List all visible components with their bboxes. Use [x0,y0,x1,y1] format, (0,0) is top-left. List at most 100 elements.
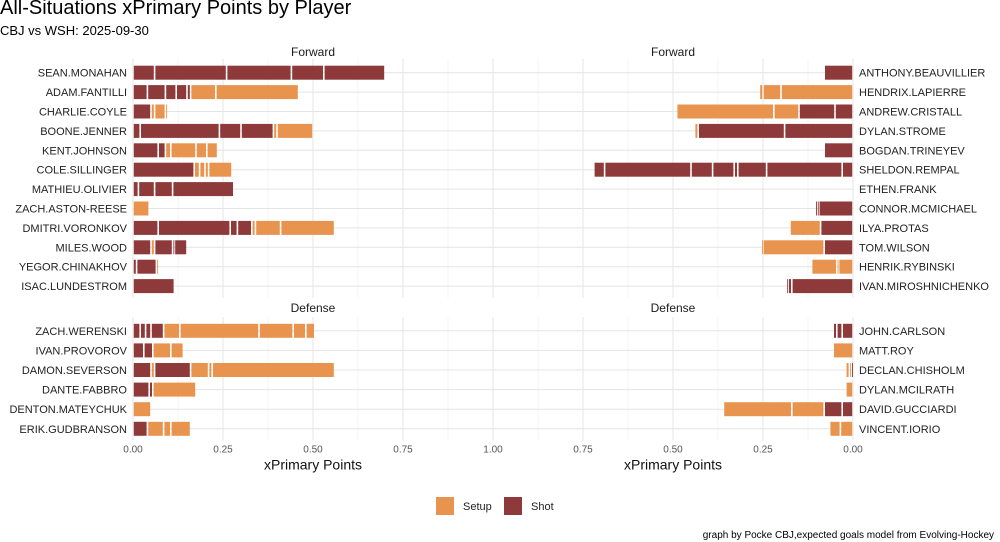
player-label: ILYA.PROTAS [859,223,929,235]
bar-segment-shot [324,65,385,80]
bar-segment-shot [133,279,174,294]
player-label: VINCENT.IORIO [859,424,941,436]
bar-segment-setup [846,363,849,377]
x-axis-title: xPrimary Points [264,457,362,473]
x-tick-label: 0.50 [663,445,683,456]
bar-segment-shot [133,421,147,436]
bar-segment-setup [841,421,853,436]
bar-segment-setup [153,382,196,397]
bar-segment-setup [153,343,170,358]
bar-segment-shot [133,343,143,358]
x-tick-label: 0.25 [213,445,233,456]
bar-segment-shot [141,323,145,338]
bar-segment-shot [139,182,154,197]
bar-segment-setup [205,162,208,177]
bar-segment-setup [850,363,852,377]
bar-segment-setup [196,143,206,158]
bar-segment-setup [171,343,183,358]
bar-segment-shot [594,162,604,177]
bar-segment-shot [799,104,835,119]
player-label: DYLAN.STROME [859,126,946,138]
x-tick-label: 0.75 [393,445,413,456]
x-tick-label: 0.75 [573,445,593,456]
bar-segment-shot [137,259,156,274]
bar-segment-setup [191,363,208,377]
bar-segment-shot [133,123,140,138]
bar-segment-shot [231,220,237,235]
bar-segment-shot [789,279,791,294]
bar-segment-shot [825,65,853,80]
bar-segment-shot [785,123,853,138]
bar-segment-setup [157,259,159,274]
player-label: DENTON.MATEYCHUK [9,404,127,416]
bar-segment-setup [792,402,824,417]
bar-segment-shot [133,162,194,177]
bar-segment-shot [133,143,158,158]
bar-segment-setup [164,323,179,338]
bar-segment-shot [852,363,853,377]
player-label: CHARLIE.COYLE [39,107,127,119]
bar-segment-shot [220,123,241,138]
bar-segment-setup [171,421,190,436]
player-label: DAMON.SEVERSON [22,365,127,377]
bar-segment-setup [830,421,840,436]
player-label: HENDRIX.LAPIERRE [859,87,966,99]
bar-segment-shot [292,65,323,80]
bar-segment-shot [843,323,853,338]
bar-segment-shot [792,279,853,294]
player-label: ERIK.GUDBRANSON [19,424,127,436]
bar-segment-shot [159,220,230,235]
bar-segment-shot [816,201,817,216]
x-axis-title: xPrimary Points [624,457,722,473]
player-label: MATT.ROY [859,345,914,357]
bar-segment-setup [774,104,799,119]
player-label: IVAN.MIROSHNICHENKO [859,281,989,293]
bar-segment-setup [166,104,168,119]
bar-segment-shot [155,65,226,80]
bar-segment-setup [274,123,277,138]
bar-segment-shot [787,279,789,294]
player-label: ZACH.WERENSKI [35,326,127,338]
bar-segment-setup [724,402,791,417]
legend-key-setup [436,497,454,515]
player-label: IVAN.PROVOROV [36,345,128,357]
bar-segment-shot [825,240,853,255]
chart-caption: graph by Pocke CBJ,expected goals model … [702,530,994,541]
bar-segment-shot [825,143,853,158]
player-label: KENT.JOHNSON [42,145,127,157]
player-label: ZACH.ASTON-REESE [15,204,127,216]
player-label: BOONE.JENNER [40,126,127,138]
bar-segment-shot [843,402,853,417]
bar-segment-setup [837,259,839,274]
bar-segment-setup [812,259,836,274]
bar-segment-setup [294,323,305,338]
bar-segment-setup [760,85,763,100]
facet-strip-label: Defense [651,301,696,315]
player-label: ADAM.FANTILLI [46,87,127,99]
facet-strip-label: Forward [291,45,335,59]
x-tick-label: 0.25 [753,445,773,456]
bar-segment-shot [150,382,152,397]
bar-segment-shot [144,343,152,358]
bar-segment-setup [180,323,259,338]
bar-segment-shot [155,363,190,377]
bar-segment-setup [763,240,824,255]
bar-segment-shot [819,201,853,216]
x-tick-label: 0.50 [303,445,323,456]
bar-segment-setup [209,162,232,177]
bar-segment-shot [691,162,712,177]
facet-strip-label: Defense [291,301,336,315]
bar-segment-setup [781,85,853,100]
player-label: DYLAN.MCILRATH [859,385,954,397]
bar-segment-shot [767,162,842,177]
bar-segment-setup [677,104,773,119]
player-label: HENRIK.RYBINSKI [859,262,955,274]
player-label: ANDREW.CRISTALL [859,107,962,119]
bar-segment-setup [306,323,314,338]
bar-segment-shot [735,162,737,177]
bar-segment-setup [209,363,212,377]
bar-segment-setup [166,143,170,158]
bar-segment-setup [207,143,217,158]
bar-segment-setup [277,123,313,138]
bar-segment-shot [834,323,836,338]
